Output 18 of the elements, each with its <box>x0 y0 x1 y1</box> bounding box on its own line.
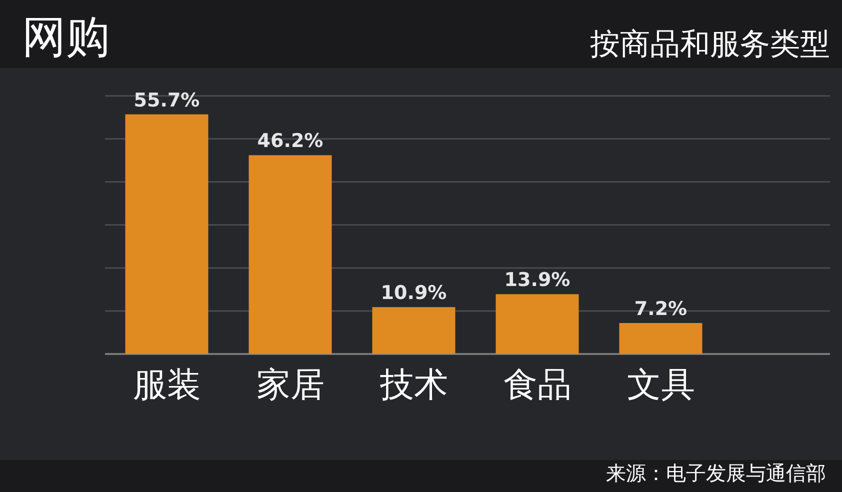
x-tick-label: 食品 <box>503 365 572 405</box>
x-tick-label: 文具 <box>626 365 695 405</box>
x-tick-label: 服装 <box>132 365 201 405</box>
chart-title: 网购 <box>22 12 110 63</box>
data-label: 10.9% <box>380 282 447 304</box>
bar <box>125 114 208 354</box>
data-label: 13.9% <box>504 269 570 292</box>
data-label: 46.2% <box>257 130 324 152</box>
bar <box>619 323 702 354</box>
data-label: 7.2% <box>634 298 688 320</box>
bar <box>372 307 456 354</box>
source-note: 来源：电子发展与通信部 <box>606 461 826 485</box>
x-tick-label: 家居 <box>256 365 324 405</box>
bar <box>496 294 579 354</box>
data-label: 55.7% <box>134 89 200 112</box>
bar <box>248 155 332 354</box>
chart-subtitle: 按商品和服务类型 <box>590 27 830 62</box>
x-tick-label: 技术 <box>378 365 448 405</box>
